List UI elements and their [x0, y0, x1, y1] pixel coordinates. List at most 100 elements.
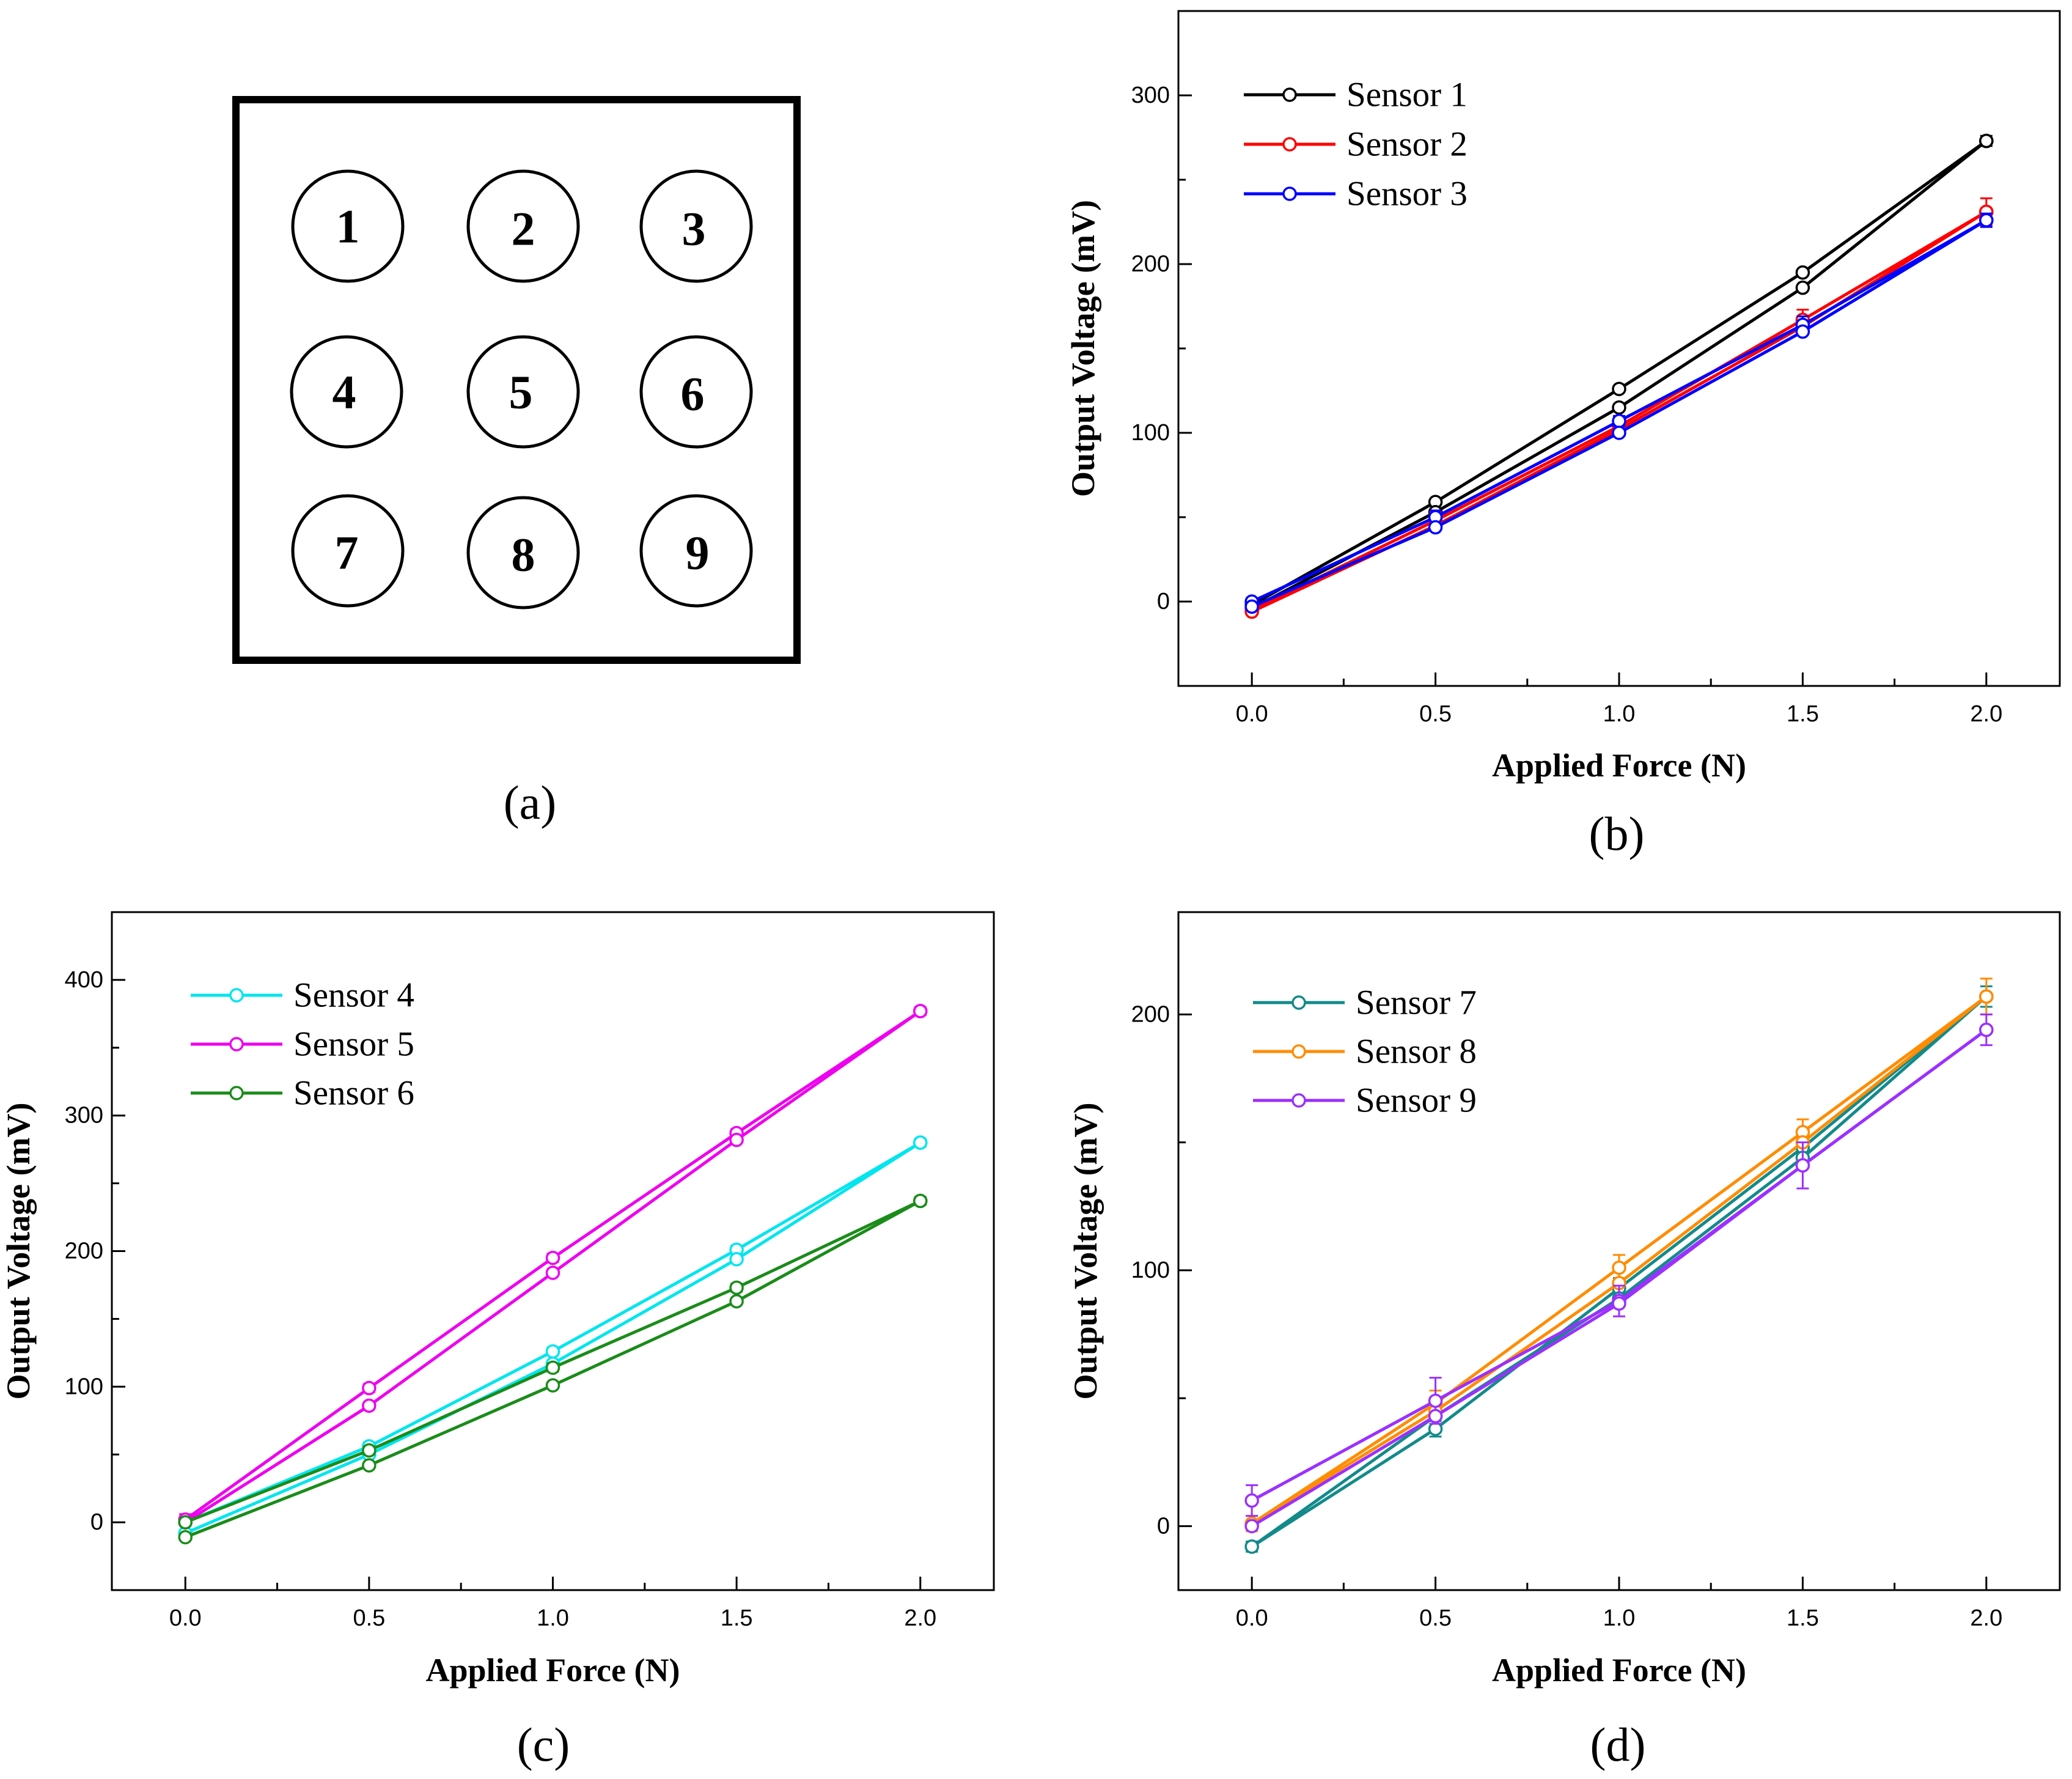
- legend-marker: [1282, 87, 1297, 102]
- data-point: [1244, 1493, 1259, 1508]
- legend-marker: [1291, 1093, 1306, 1108]
- legend-label: Sensor 8: [1356, 1033, 1477, 1071]
- data-point: [1428, 1409, 1443, 1424]
- legend-marker: [229, 1086, 244, 1100]
- y-tick-label: 0: [1157, 589, 1170, 614]
- y-tick-label: 0: [1157, 1513, 1170, 1539]
- x-tick-label: 1.0: [1603, 1605, 1636, 1631]
- sensor-number-4: 4: [332, 366, 356, 419]
- data-point: [1795, 280, 1810, 295]
- chart-c: 0.0 0.5 1.0 1.5 2.0 0 100 200 300 400 Applied Forc…: [0, 911, 995, 1771]
- panel-caption-d: (d): [1590, 1718, 1646, 1771]
- sensor-circle-8: [466, 496, 580, 610]
- data-point: [729, 1252, 744, 1267]
- legend-marker: [1291, 995, 1306, 1010]
- data-point: [1428, 520, 1443, 535]
- data-point: [729, 1294, 744, 1309]
- sensor-array-frame: [232, 96, 801, 664]
- y-tick-label: 100: [65, 1374, 103, 1399]
- data-point: [1244, 599, 1259, 614]
- data-point: [1612, 1260, 1626, 1275]
- x-tick-label: 1.0: [1603, 701, 1636, 727]
- sensor-circle-2: [466, 169, 580, 283]
- sensor-circle-4: [290, 335, 403, 449]
- panel-caption-a: (a): [504, 776, 557, 829]
- y-tick-label: 100: [1131, 1258, 1170, 1283]
- legend-label: Sensor 2: [1346, 125, 1468, 164]
- data-point: [545, 1360, 560, 1375]
- x-tick-label: 1.0: [537, 1605, 569, 1631]
- data-point: [1979, 133, 1994, 149]
- data-point: [1244, 1539, 1259, 1554]
- legend-marker: [229, 988, 244, 1003]
- x-tick-label: 2.0: [904, 1605, 936, 1631]
- legend-label: Sensor 7: [1356, 984, 1477, 1022]
- legend-label: Sensor 4: [293, 976, 414, 1015]
- legend-marker: [229, 1037, 244, 1052]
- x-tick-label: 2.0: [1970, 1605, 2002, 1631]
- series-sensor-3: [1244, 212, 1994, 614]
- data-point: [913, 1193, 928, 1209]
- data-point: [729, 1280, 744, 1295]
- legend-label: Sensor 3: [1346, 175, 1468, 213]
- data-point: [1795, 324, 1810, 339]
- panel-caption-b: (b): [1589, 807, 1645, 860]
- sensor-number-6: 6: [681, 367, 705, 421]
- legend-label: Sensor 5: [293, 1025, 414, 1064]
- data-point: [1612, 1296, 1626, 1311]
- sensor-circle-1: [291, 169, 405, 283]
- data-point: [178, 1530, 193, 1545]
- data-point: [913, 1004, 928, 1018]
- y-axis-title: Output Voltage (mV): [1065, 200, 1101, 497]
- legend-marker: [1282, 186, 1297, 201]
- y-axis-title: Output Voltage (mV): [1067, 1102, 1104, 1399]
- panel-a: 1 2 3 4 5 6 7 8 9 (a): [232, 96, 801, 829]
- sensor-number-7: 7: [335, 526, 359, 580]
- data-point: [1795, 1158, 1810, 1173]
- y-tick-label: 200: [65, 1239, 103, 1264]
- x-tick-label: 0.5: [353, 1605, 385, 1631]
- sensor-number-3: 3: [682, 202, 706, 256]
- y-tick-label: 200: [1131, 1001, 1170, 1027]
- legend-label: Sensor 9: [1356, 1081, 1477, 1120]
- y-tick-label: 400: [65, 967, 103, 993]
- data-point: [545, 1378, 560, 1393]
- data-point: [362, 1380, 377, 1396]
- x-tick-label: 2.0: [1970, 701, 2002, 727]
- x-axis-title: Applied Force (N): [426, 1652, 680, 1689]
- panel-caption-c: (c): [517, 1718, 570, 1771]
- y-tick-label: 300: [65, 1103, 103, 1129]
- legend-marker: [1282, 137, 1297, 152]
- x-tick-label: 0.0: [1236, 1605, 1268, 1631]
- data-point: [1612, 400, 1626, 415]
- data-point: [1428, 1393, 1443, 1409]
- y-tick-label: 0: [90, 1509, 103, 1535]
- y-tick-label: 100: [1131, 420, 1170, 446]
- y-axis-title: Output Voltage (mV): [0, 1102, 37, 1399]
- data-point: [362, 1398, 377, 1413]
- series-sensor-9: [1244, 1013, 1994, 1534]
- sensor-number-5: 5: [509, 366, 533, 419]
- data-point: [1795, 265, 1810, 280]
- data-point: [545, 1250, 560, 1265]
- series-sensor-4: [178, 1135, 928, 1541]
- legend-marker: [1291, 1044, 1306, 1059]
- data-point: [1979, 989, 1994, 1004]
- x-axis-title: Applied Force (N): [1492, 1652, 1746, 1689]
- series-sensor-6: [178, 1193, 928, 1545]
- y-tick-label: 300: [1131, 83, 1170, 108]
- series-line-unloading: [185, 1141, 922, 1535]
- sensor-number-8: 8: [512, 528, 535, 581]
- sensor-number-2: 2: [512, 202, 535, 256]
- series-line-loading: [185, 1141, 922, 1524]
- data-point: [362, 1443, 377, 1458]
- sensor-circle-3: [639, 169, 753, 283]
- data-point: [1979, 213, 1994, 227]
- sensor-circle-6: [639, 335, 753, 449]
- data-point: [913, 1135, 928, 1150]
- x-axis-title: Applied Force (N): [1492, 747, 1746, 784]
- data-point: [178, 1515, 193, 1530]
- data-point: [729, 1132, 744, 1147]
- sensor-number-1: 1: [336, 200, 360, 253]
